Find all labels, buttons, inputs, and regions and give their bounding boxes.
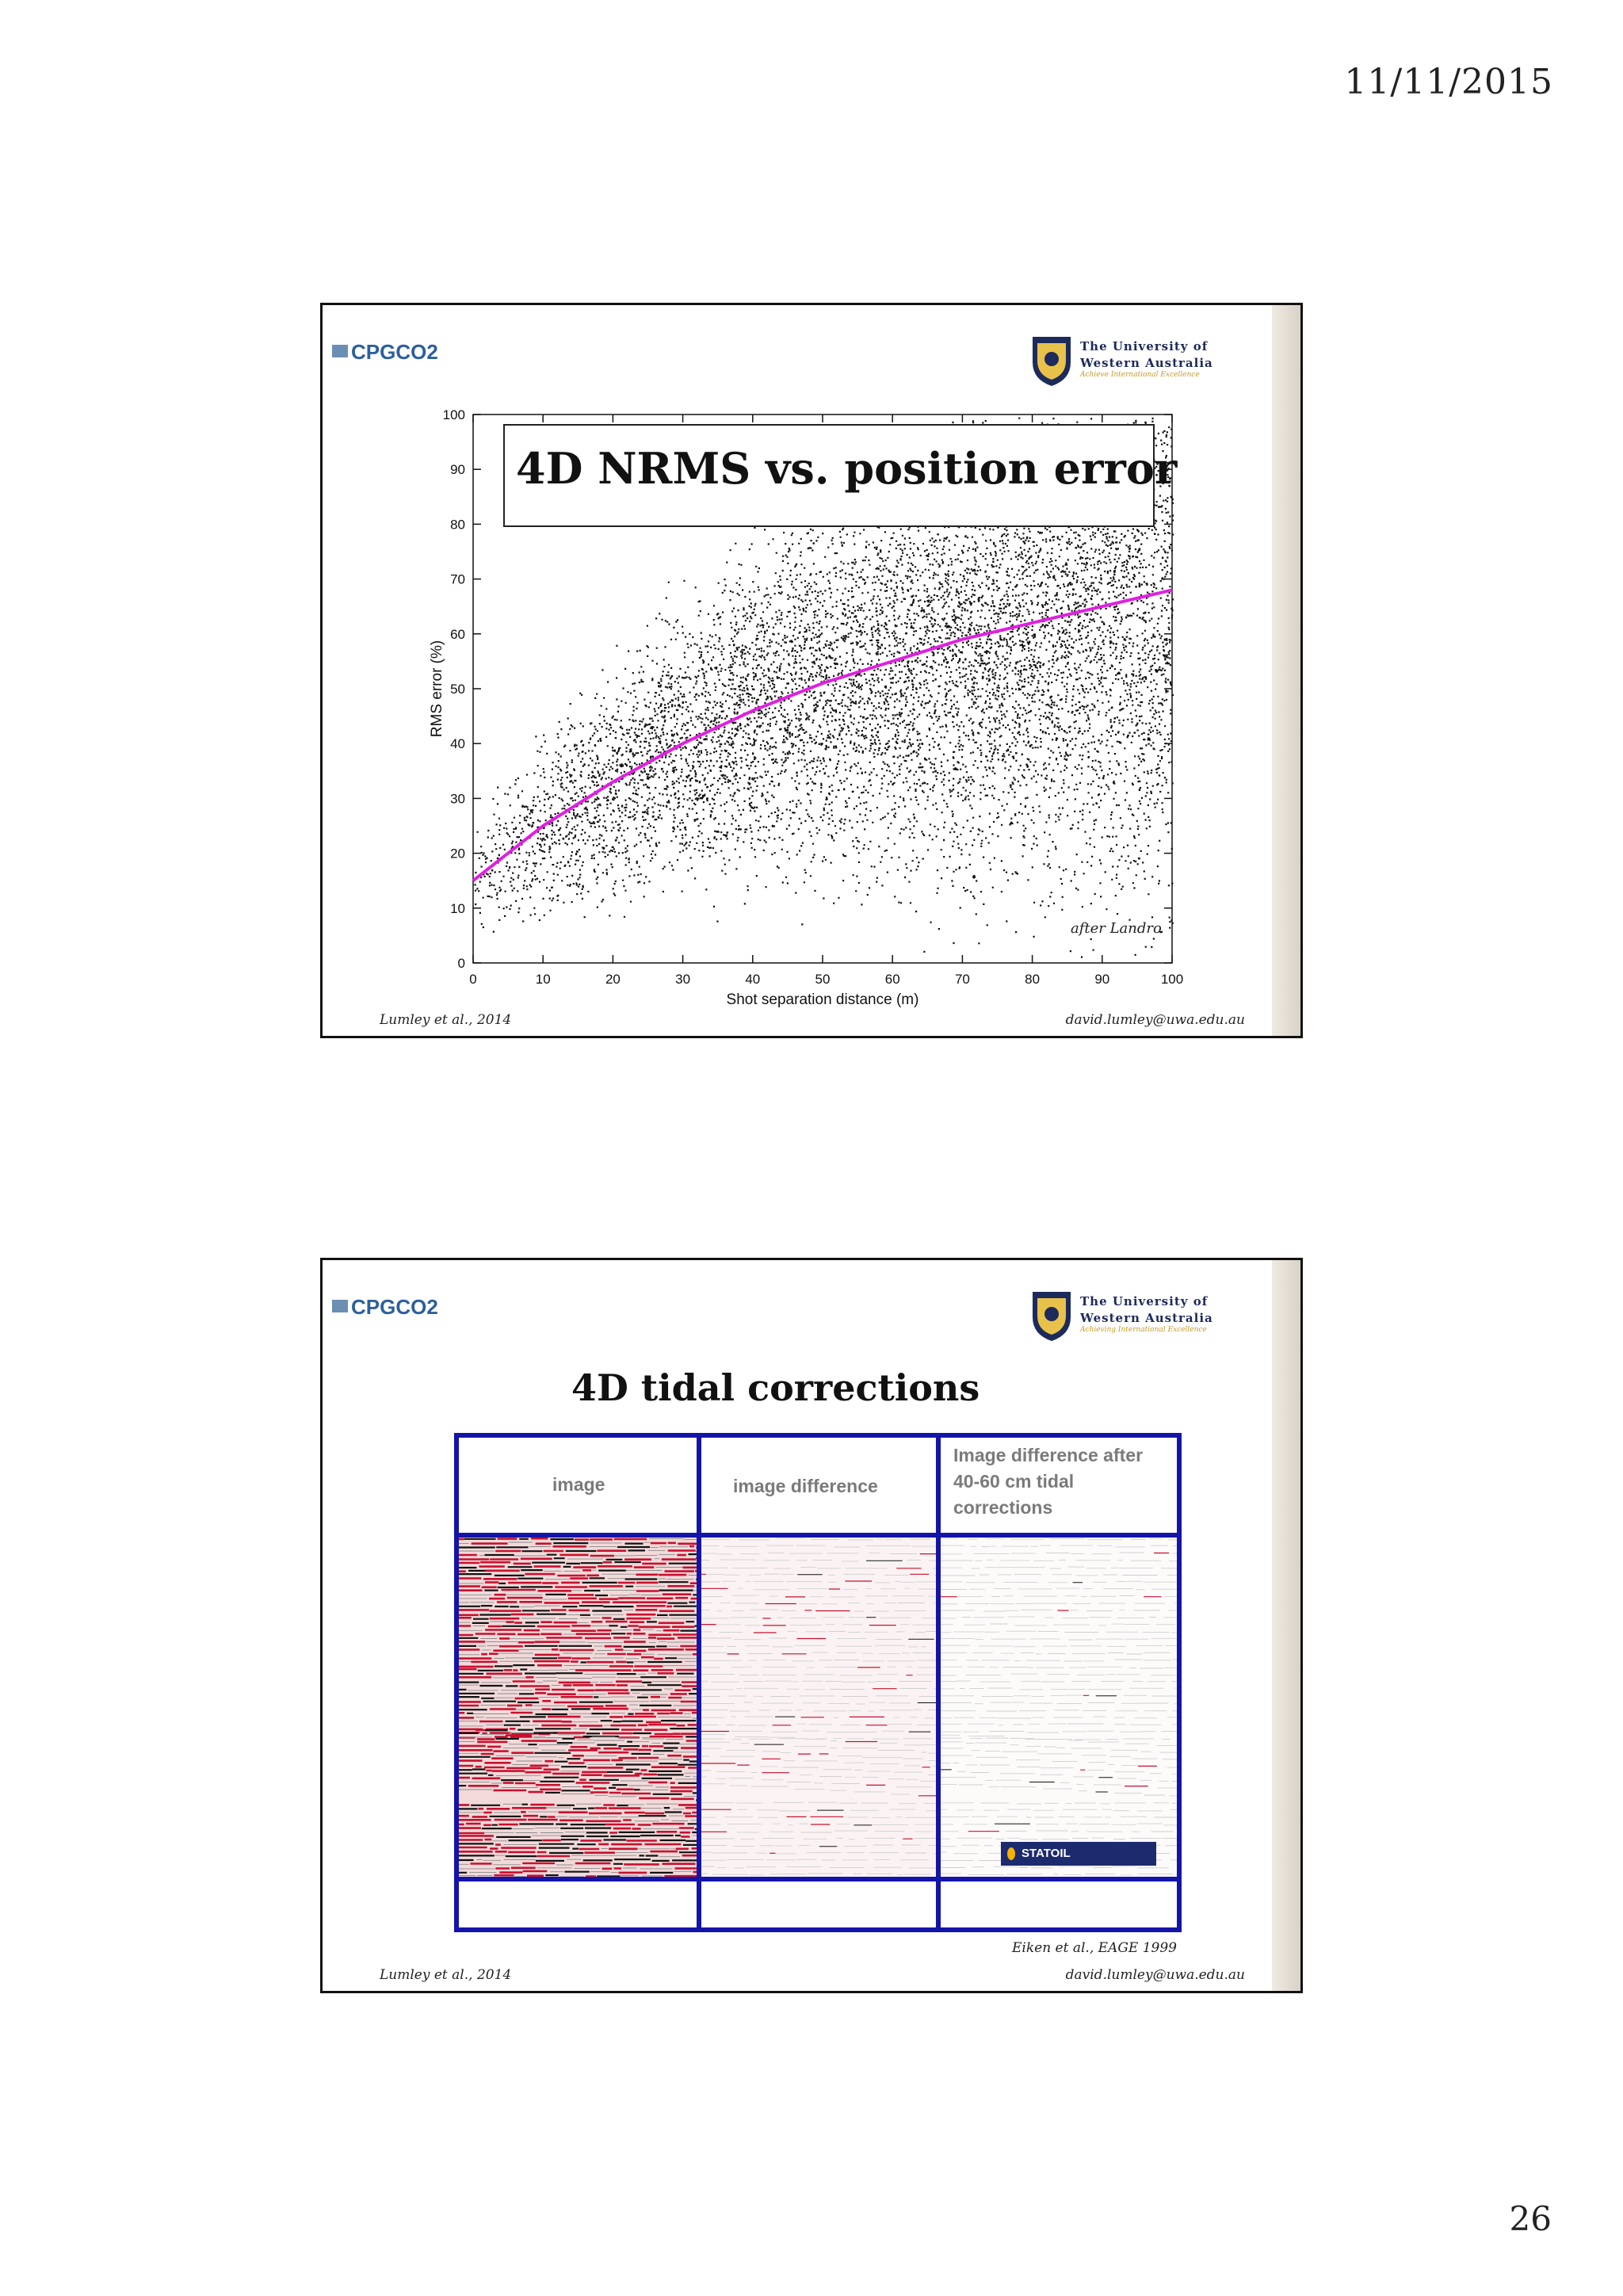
uwa-line-1: The University of bbox=[1080, 1294, 1209, 1308]
uwa-crest-icon bbox=[1033, 337, 1071, 386]
red-reflectors bbox=[701, 1553, 936, 1854]
x-tick-label: 30 bbox=[675, 972, 690, 987]
y-tick-label: 20 bbox=[450, 846, 465, 861]
seismic-tidal-panel bbox=[941, 1538, 1177, 1877]
column-header-difference: image difference bbox=[701, 1438, 936, 1533]
seismic-image-panel bbox=[459, 1538, 697, 1877]
y-tick-label: 80 bbox=[450, 517, 465, 532]
uwa-crest-icon bbox=[1033, 1292, 1071, 1341]
header-date: 11/11/2015 bbox=[1344, 62, 1553, 102]
citation: Eiken et al., EAGE 1999 bbox=[1012, 1940, 1177, 1956]
cpgco2-logo: CPGCO2 bbox=[332, 340, 438, 364]
page-number: 26 bbox=[1509, 2199, 1552, 2238]
chart-title-box: 4D NRMS vs. position error bbox=[503, 424, 1177, 527]
y-tick-label: 40 bbox=[450, 736, 465, 751]
chart-title: 4D NRMS vs. position error bbox=[516, 443, 1178, 494]
svg-text:CPGCO2: CPGCO2 bbox=[351, 340, 438, 364]
dark-reflectors bbox=[459, 1538, 697, 1877]
y-tick-label: 30 bbox=[450, 791, 465, 806]
slide-nrms: CPGCO2 The University of Western Austral… bbox=[320, 303, 1303, 1038]
slide-footer-left: Lumley et al., 2014 bbox=[380, 1967, 512, 1983]
x-tick-label: 20 bbox=[605, 972, 621, 987]
statoil-drop-icon bbox=[1007, 1847, 1015, 1860]
x-tick-label: 40 bbox=[745, 972, 760, 987]
uwa-line-1: The University of bbox=[1080, 339, 1209, 353]
after-landro-note: after Landro bbox=[1071, 920, 1162, 937]
x-tick-label: 0 bbox=[469, 972, 476, 987]
slide-side-band bbox=[1272, 305, 1300, 1036]
column-header-image: image bbox=[459, 1438, 697, 1533]
panel-background bbox=[701, 1538, 936, 1877]
column-header-label: image difference bbox=[733, 1476, 878, 1496]
slide-footer-left: Lumley et al., 2014 bbox=[380, 1012, 512, 1028]
uwa-tagline: Achieving International Excellence bbox=[1080, 1326, 1207, 1334]
grid-divider bbox=[697, 1438, 701, 1927]
x-tick-label: 10 bbox=[536, 972, 551, 987]
uwa-logo: The University of Western Australia Achi… bbox=[1029, 1289, 1243, 1344]
nrms-scatter-chart: 0 10 20 30 40 50 60 70 80 90 100 0 10 20 30 40 50 60 70 80 9… bbox=[429, 407, 1183, 1008]
x-tick-label: 100 bbox=[1161, 972, 1183, 987]
slide-title: 4D tidal corrections bbox=[571, 1366, 980, 1409]
y-tick-label: 10 bbox=[450, 901, 465, 916]
faint-reflectors bbox=[701, 1538, 936, 1876]
uwa-line-2: Western Australia bbox=[1080, 1311, 1213, 1325]
uwa-line-2: Western Australia bbox=[1080, 356, 1213, 370]
seismic-comparison-grid: image image difference Image difference … bbox=[454, 1433, 1182, 1932]
column-header-tidal: Image difference after 40-60 cm tidal co… bbox=[941, 1438, 1177, 1533]
y-axis-label: RMS error (%) bbox=[429, 640, 445, 737]
y-tick-label: 50 bbox=[450, 682, 465, 697]
x-tick-label: 70 bbox=[955, 972, 970, 987]
faint-reflectors bbox=[459, 1538, 697, 1877]
trend-line bbox=[472, 588, 1173, 882]
grid-divider bbox=[459, 1877, 1177, 1881]
slide-tidal: CPGCO2 The University of Western Austral… bbox=[320, 1258, 1303, 1993]
seismic-difference-panel bbox=[701, 1538, 936, 1877]
slide-footer-right: david.lumley@uwa.edu.au bbox=[1065, 1012, 1245, 1028]
y-tick-label: 60 bbox=[450, 627, 465, 642]
grid-divider bbox=[936, 1438, 941, 1927]
column-header-label: Image difference after 40-60 cm tidal co… bbox=[953, 1445, 1144, 1518]
dark-reflectors bbox=[941, 1582, 1143, 1847]
red-reflectors bbox=[941, 1552, 1169, 1832]
dark-reflectors bbox=[754, 1560, 936, 1847]
x-tick-label: 60 bbox=[885, 972, 900, 987]
panel-background bbox=[941, 1538, 1177, 1877]
red-reflectors bbox=[459, 1538, 697, 1877]
uwa-logo: The University of Western Australia Achi… bbox=[1029, 334, 1243, 389]
column-header-label: image bbox=[552, 1474, 605, 1495]
x-axis-label: Shot separation distance (m) bbox=[727, 991, 919, 1008]
cpgco2-logo: CPGCO2 bbox=[332, 1295, 438, 1319]
y-tick-label: 100 bbox=[443, 407, 465, 422]
grid-divider bbox=[459, 1533, 1177, 1538]
y-tick-label: 90 bbox=[450, 462, 465, 477]
statoil-logo: STATOIL bbox=[1001, 1842, 1156, 1866]
faint-reflectors bbox=[941, 1538, 1177, 1876]
statoil-label: STATOIL bbox=[1022, 1847, 1071, 1860]
slide-footer-right: david.lumley@uwa.edu.au bbox=[1065, 1967, 1245, 1983]
x-tick-label: 80 bbox=[1025, 972, 1040, 987]
y-tick-label: 70 bbox=[450, 572, 465, 587]
x-tick-label: 50 bbox=[815, 972, 831, 987]
x-tick-label: 90 bbox=[1094, 972, 1109, 987]
uwa-tagline: Achieve International Excellence bbox=[1080, 371, 1200, 379]
slide-side-band bbox=[1272, 1260, 1300, 1991]
svg-text:CPGCO2: CPGCO2 bbox=[351, 1295, 438, 1319]
y-tick-label: 0 bbox=[458, 956, 465, 971]
